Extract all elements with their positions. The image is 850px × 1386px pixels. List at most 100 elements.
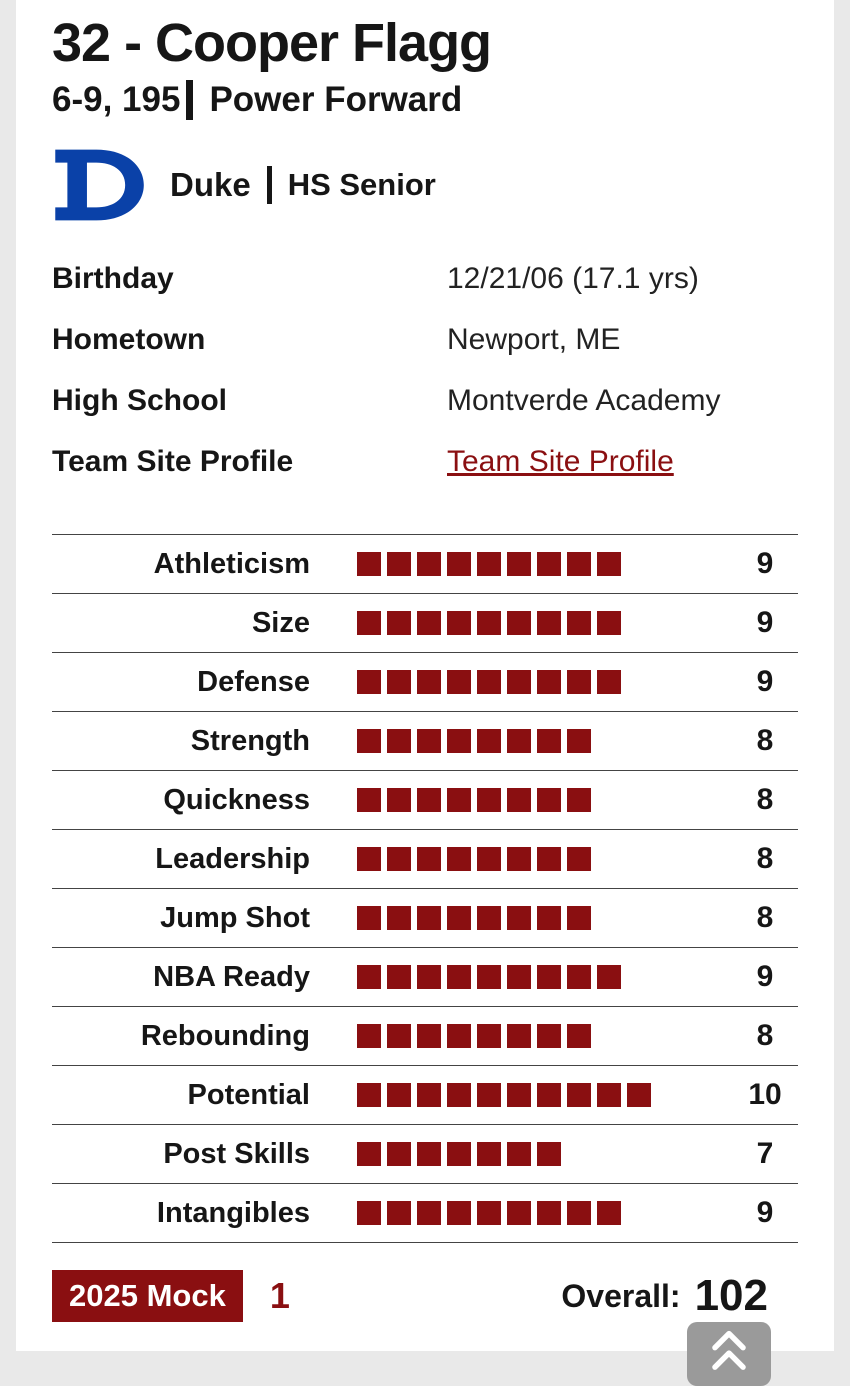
rating-square — [507, 788, 531, 813]
rating-square — [477, 1024, 501, 1049]
info-value: Newport, ME — [447, 323, 621, 357]
rating-square — [597, 670, 621, 695]
rating-square — [567, 847, 591, 872]
info-label: High School — [52, 384, 227, 418]
rating-square — [537, 788, 561, 813]
rating-square — [447, 729, 471, 754]
rating-row: Post Skills 7 — [52, 1125, 798, 1185]
rating-bar — [357, 611, 732, 636]
rating-square — [537, 1083, 561, 1108]
rating-bar — [357, 552, 732, 577]
duke-logo-icon — [52, 144, 148, 226]
rating-square — [477, 965, 501, 990]
rating-square — [507, 552, 531, 577]
rating-square — [417, 552, 441, 577]
rating-value: 9 — [756, 606, 774, 640]
scroll-to-top-button[interactable] — [687, 1322, 771, 1386]
rating-square — [567, 1083, 591, 1108]
player-position: Power Forward — [209, 80, 463, 120]
rating-square — [417, 965, 441, 990]
rating-square — [357, 729, 381, 754]
divider-bar — [266, 166, 272, 205]
rating-label: Strength — [190, 724, 310, 757]
rating-row: Defense 9 — [52, 653, 798, 713]
rating-square — [597, 611, 621, 636]
rating-label: Post Skills — [163, 1137, 310, 1170]
rating-square — [447, 1201, 471, 1226]
rating-square — [357, 788, 381, 813]
rating-square — [387, 1201, 411, 1226]
rating-label: Jump Shot — [160, 901, 310, 934]
rating-square — [387, 965, 411, 990]
rating-value: 9 — [756, 1196, 774, 1230]
rating-square — [357, 670, 381, 695]
rating-bar — [357, 1083, 732, 1108]
rating-value: 9 — [756, 960, 774, 994]
rating-square — [567, 611, 591, 636]
rating-square — [507, 729, 531, 754]
mock-rank: 1 — [269, 1275, 290, 1317]
rating-square — [387, 670, 411, 695]
info-label: Birthday — [52, 262, 174, 296]
rating-square — [537, 965, 561, 990]
rating-square — [477, 788, 501, 813]
rating-square — [447, 1142, 471, 1167]
player-subtitle: 6-9, 195 Power Forward — [52, 80, 798, 121]
rating-square — [477, 729, 501, 754]
rating-square — [477, 906, 501, 931]
rating-square — [597, 965, 621, 990]
rating-square — [357, 1201, 381, 1226]
rating-value: 8 — [756, 1019, 774, 1053]
rating-square — [417, 670, 441, 695]
rating-value: 7 — [756, 1137, 774, 1171]
divider-bar — [186, 80, 194, 121]
rating-row: NBA Ready 9 — [52, 948, 798, 1008]
rating-square — [537, 906, 561, 931]
rating-square — [537, 729, 561, 754]
rating-square — [477, 611, 501, 636]
rating-bar — [357, 847, 732, 872]
rating-square — [417, 729, 441, 754]
rating-square — [507, 965, 531, 990]
rating-square — [387, 1083, 411, 1108]
rating-square — [567, 1024, 591, 1049]
rating-square — [537, 670, 561, 695]
rating-row: Strength 8 — [52, 712, 798, 772]
rating-row: Jump Shot 8 — [52, 889, 798, 949]
rating-row: Athleticism 9 — [52, 535, 798, 595]
footer: 2025 Mock 1 Overall: 102 — [52, 1270, 798, 1323]
rating-square — [477, 1201, 501, 1226]
rating-square — [507, 611, 531, 636]
rating-label: Quickness — [163, 783, 310, 816]
rating-value: 8 — [756, 724, 774, 758]
rating-square — [567, 670, 591, 695]
rating-square — [537, 847, 561, 872]
rating-label: Size — [251, 606, 310, 639]
rating-square — [507, 1024, 531, 1049]
rating-square — [567, 906, 591, 931]
rating-square — [597, 1201, 621, 1226]
rating-square — [387, 1142, 411, 1167]
rating-row: Leadership 8 — [52, 830, 798, 890]
rating-value: 9 — [756, 547, 774, 581]
rating-square — [417, 847, 441, 872]
rating-row: Rebounding 8 — [52, 1007, 798, 1067]
rating-square — [447, 670, 471, 695]
rating-square — [417, 1201, 441, 1226]
info-value: 12/21/06 (17.1 yrs) — [447, 262, 699, 296]
rating-bar — [357, 965, 732, 990]
rating-square — [567, 788, 591, 813]
rating-square — [357, 906, 381, 931]
player-measurements: 6-9, 195 — [52, 80, 181, 120]
rating-square — [417, 788, 441, 813]
rating-square — [447, 906, 471, 931]
rating-value: 8 — [756, 783, 774, 817]
rating-label: Athleticism — [153, 547, 310, 580]
rating-square — [567, 729, 591, 754]
team-site-profile-link[interactable]: Team Site Profile — [447, 445, 674, 479]
rating-row: Intangibles 9 — [52, 1184, 798, 1244]
info-row: Team Site Profile Team Site Profile — [52, 445, 798, 479]
info-label: Team Site Profile — [52, 445, 294, 479]
info-table: Birthday 12/21/06 (17.1 yrs) Hometown Newpo… — [52, 262, 798, 479]
rating-square — [477, 1142, 501, 1167]
